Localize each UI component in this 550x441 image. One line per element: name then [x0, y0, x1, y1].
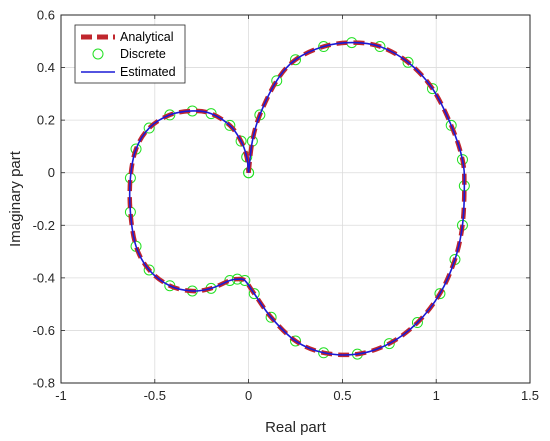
y-tick-label: -0.4 [33, 270, 55, 285]
x-tick-labels: -1 -0.5 0 0.5 1 1.5 [55, 388, 539, 403]
legend-analytical-label: Analytical [120, 30, 174, 44]
y-tick-labels: -0.8 -0.6 -0.4 -0.2 0 0.2 0.4 0.6 [33, 8, 55, 391]
x-tick-label: 1.5 [521, 388, 539, 403]
discrete-point [271, 75, 283, 87]
y-tick-label: -0.6 [33, 323, 55, 338]
series-estimated [128, 41, 466, 356]
x-tick-label: 0.5 [333, 388, 351, 403]
x-tick-label: 1 [433, 388, 440, 403]
discrete-point [143, 264, 155, 276]
y-tick-label: 0.6 [37, 8, 55, 23]
y-tick-label: -0.2 [33, 218, 55, 233]
x-tick-label: -0.5 [144, 388, 166, 403]
ticks [60, 14, 531, 384]
discrete-point [426, 83, 438, 95]
discrete-point [290, 335, 301, 347]
series-layer [124, 37, 470, 360]
discrete-point [290, 54, 301, 66]
discrete-point [434, 288, 446, 300]
discrete-point [248, 288, 260, 300]
x-tick-label: 0 [245, 388, 252, 403]
y-tick-label: 0.2 [37, 113, 55, 128]
y-tick-label: -0.8 [33, 376, 55, 391]
discrete-point [265, 311, 277, 323]
legend: Analytical Discrete Estimated [74, 24, 186, 84]
discrete-point [224, 119, 236, 131]
x-axis-label: Real part [265, 419, 327, 436]
legend-estimated-label: Estimated [120, 65, 176, 79]
x-tick-label: -1 [55, 388, 67, 403]
y-tick-label: 0 [48, 165, 55, 180]
discrete-point [402, 56, 414, 68]
discrete-point [383, 338, 395, 350]
y-axis-label: Imaginary part [7, 150, 24, 247]
y-tick-label: 0.4 [37, 60, 55, 75]
discrete-point [411, 317, 423, 329]
axes-box [60, 14, 531, 384]
legend-discrete-label: Discrete [120, 47, 166, 61]
legend-discrete-swatch [92, 48, 104, 60]
discrete-point [143, 122, 155, 134]
estimated-line [128, 41, 466, 356]
